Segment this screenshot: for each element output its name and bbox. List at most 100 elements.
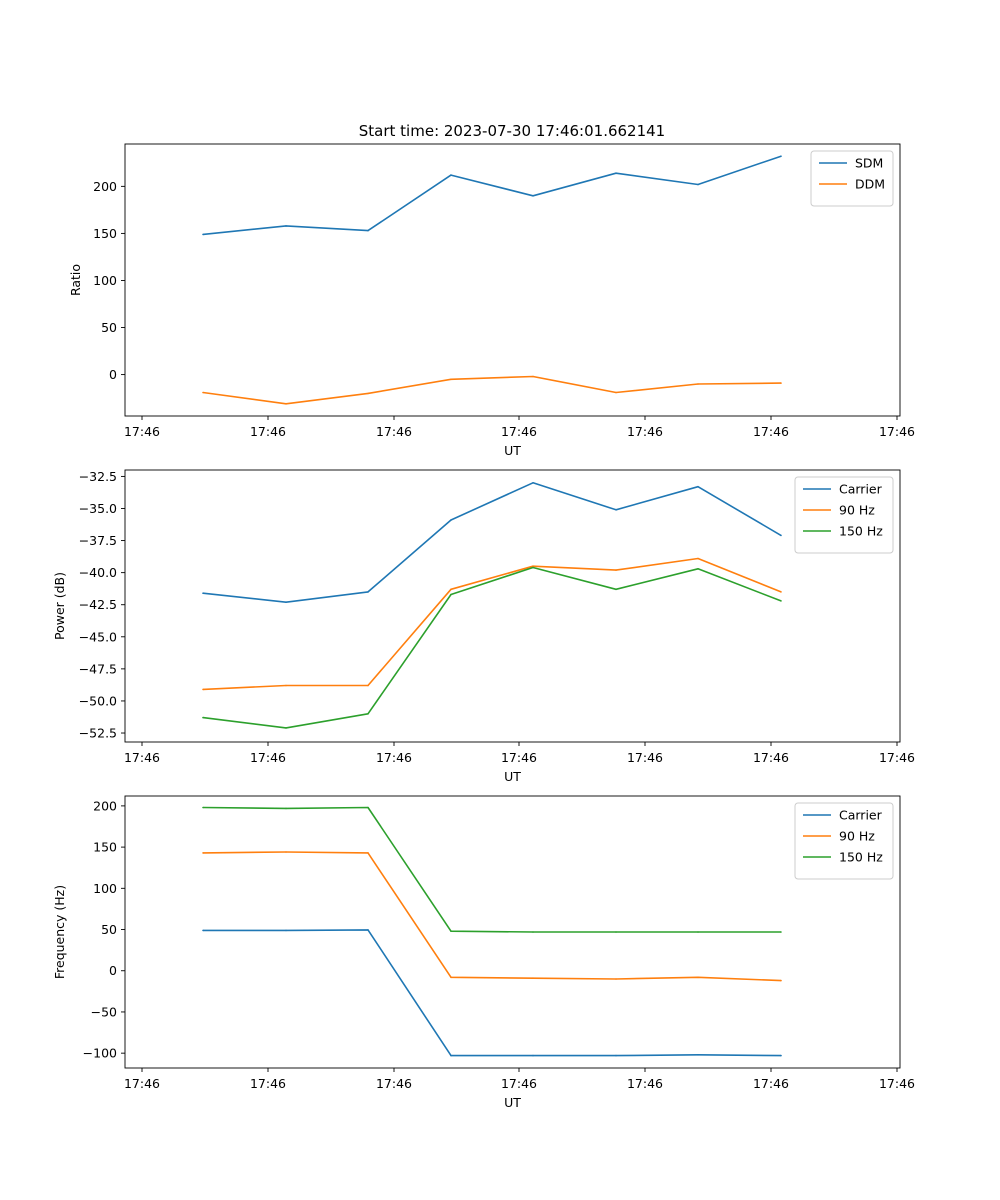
data-point: [532, 565, 534, 567]
legend-box: [810, 150, 894, 207]
data-point: [202, 688, 204, 691]
data-point: [367, 852, 369, 854]
data-point: [450, 174, 452, 176]
y-tick-label: −45.0: [79, 629, 117, 644]
y-tick-label: 100: [93, 273, 117, 288]
data-point: [780, 1054, 782, 1057]
data-point: [202, 852, 204, 854]
data-point: [450, 588, 452, 591]
data-point: [532, 931, 534, 933]
x-tick-label: 17:46: [627, 750, 663, 765]
x-axis-label: UT: [504, 1095, 521, 1110]
x-tick-label: 17:46: [879, 750, 915, 765]
axes-frame: [124, 795, 901, 1069]
legend-label: 90 Hz: [839, 503, 875, 518]
data-point: [202, 716, 204, 719]
x-tick-label: 17:46: [376, 750, 412, 765]
legend-box: [794, 802, 894, 880]
y-tick-label: 200: [93, 179, 117, 194]
data-point: [367, 392, 369, 395]
x-tick-label: 17:46: [124, 1076, 160, 1091]
data-point: [285, 807, 287, 810]
x-tick-label: 17:46: [501, 424, 537, 439]
data-point: [615, 588, 617, 591]
data-point: [615, 931, 617, 933]
data-point: [697, 183, 699, 186]
y-tick-label: −40.0: [79, 565, 117, 580]
y-tick-label: 100: [93, 881, 117, 896]
x-axis-label: UT: [504, 769, 521, 784]
y-tick-label: −37.5: [79, 533, 117, 548]
data-point: [615, 569, 617, 571]
x-tick-label: 17:46: [250, 750, 286, 765]
plots-container: 17:46 17:46 17:46 17:46 17:46 17:46 17:46 0 50 10…: [52, 143, 915, 1110]
data-point: [367, 591, 369, 593]
data-point: [615, 978, 617, 980]
data-point: [697, 931, 699, 933]
data-point: [780, 382, 782, 384]
x-tick-label: 17:46: [879, 1076, 915, 1091]
y-tick-label: 150: [93, 226, 117, 241]
x-tick-label: 17:46: [501, 1076, 537, 1091]
y-tick-label: −52.5: [79, 726, 117, 741]
data-point: [532, 375, 534, 378]
data-point: [780, 600, 782, 602]
data-point: [532, 566, 534, 569]
legend-label: Carrier: [839, 808, 883, 823]
y-tick-label: 150: [93, 840, 117, 855]
x-tick-label: 17:46: [376, 1076, 412, 1091]
x-tick-label: 17:46: [124, 424, 160, 439]
series-line-150-hz: [202, 566, 782, 729]
series-line-carrier: [202, 481, 782, 604]
x-tick-label: 17:46: [627, 1076, 663, 1091]
y-axis-label: Frequency (Hz): [52, 885, 67, 979]
data-point: [780, 931, 782, 933]
x-tick-label: 17:46: [501, 750, 537, 765]
data-point: [532, 977, 534, 979]
y-tick-label: 50: [101, 922, 117, 937]
x-tick-label: 17:46: [753, 424, 789, 439]
axes-frame: [124, 469, 901, 743]
data-point: [780, 591, 782, 593]
x-tick-label: 17:46: [250, 424, 286, 439]
y-tick-label: −32.5: [79, 469, 117, 484]
chart-2: 17:46 17:46 17:46 17:46 17:46 17:46 17:46 −32.5…: [52, 469, 915, 784]
data-point: [697, 568, 699, 570]
data-point: [532, 1054, 534, 1057]
x-tick-label: 17:46: [753, 1076, 789, 1091]
figure-title: Start time: 2023-07-30 17:46:01.662141: [359, 122, 665, 140]
data-point: [780, 534, 782, 537]
x-tick-label: 17:46: [879, 424, 915, 439]
data-point: [285, 403, 287, 405]
data-point: [285, 684, 287, 687]
series-line-90-hz: [202, 851, 782, 982]
series-line-ddm: [202, 375, 782, 405]
y-tick-label: −50: [91, 1004, 117, 1019]
y-axis-label: Power (dB): [52, 572, 67, 640]
data-point: [697, 485, 699, 488]
y-tick-label: 0: [109, 367, 117, 382]
y-tick-label: −42.5: [79, 597, 117, 612]
data-point: [367, 713, 369, 715]
data-point: [367, 229, 369, 232]
legend-label: 150 Hz: [839, 524, 883, 539]
x-tick-label: 17:46: [250, 1076, 286, 1091]
data-point: [450, 976, 452, 979]
data-point: [697, 557, 699, 560]
y-tick-label: 0: [109, 963, 117, 978]
data-point: [697, 1054, 699, 1056]
series-line-150-hz: [202, 806, 781, 933]
series-line-90-hz: [202, 557, 782, 691]
data-point: [697, 976, 699, 979]
y-tick-label: −47.5: [79, 661, 117, 676]
legend-label: 150 Hz: [839, 850, 883, 865]
y-tick-label: 200: [93, 798, 117, 813]
data-point: [532, 195, 534, 197]
data-point: [202, 806, 204, 809]
data-point: [450, 1054, 452, 1057]
y-tick-label: −100: [83, 1046, 117, 1061]
chart-1: 17:46 17:46 17:46 17:46 17:46 17:46 17:46 0 50 10…: [68, 143, 915, 458]
legend-box: [794, 476, 894, 554]
y-axis-label: Ratio: [68, 264, 83, 296]
